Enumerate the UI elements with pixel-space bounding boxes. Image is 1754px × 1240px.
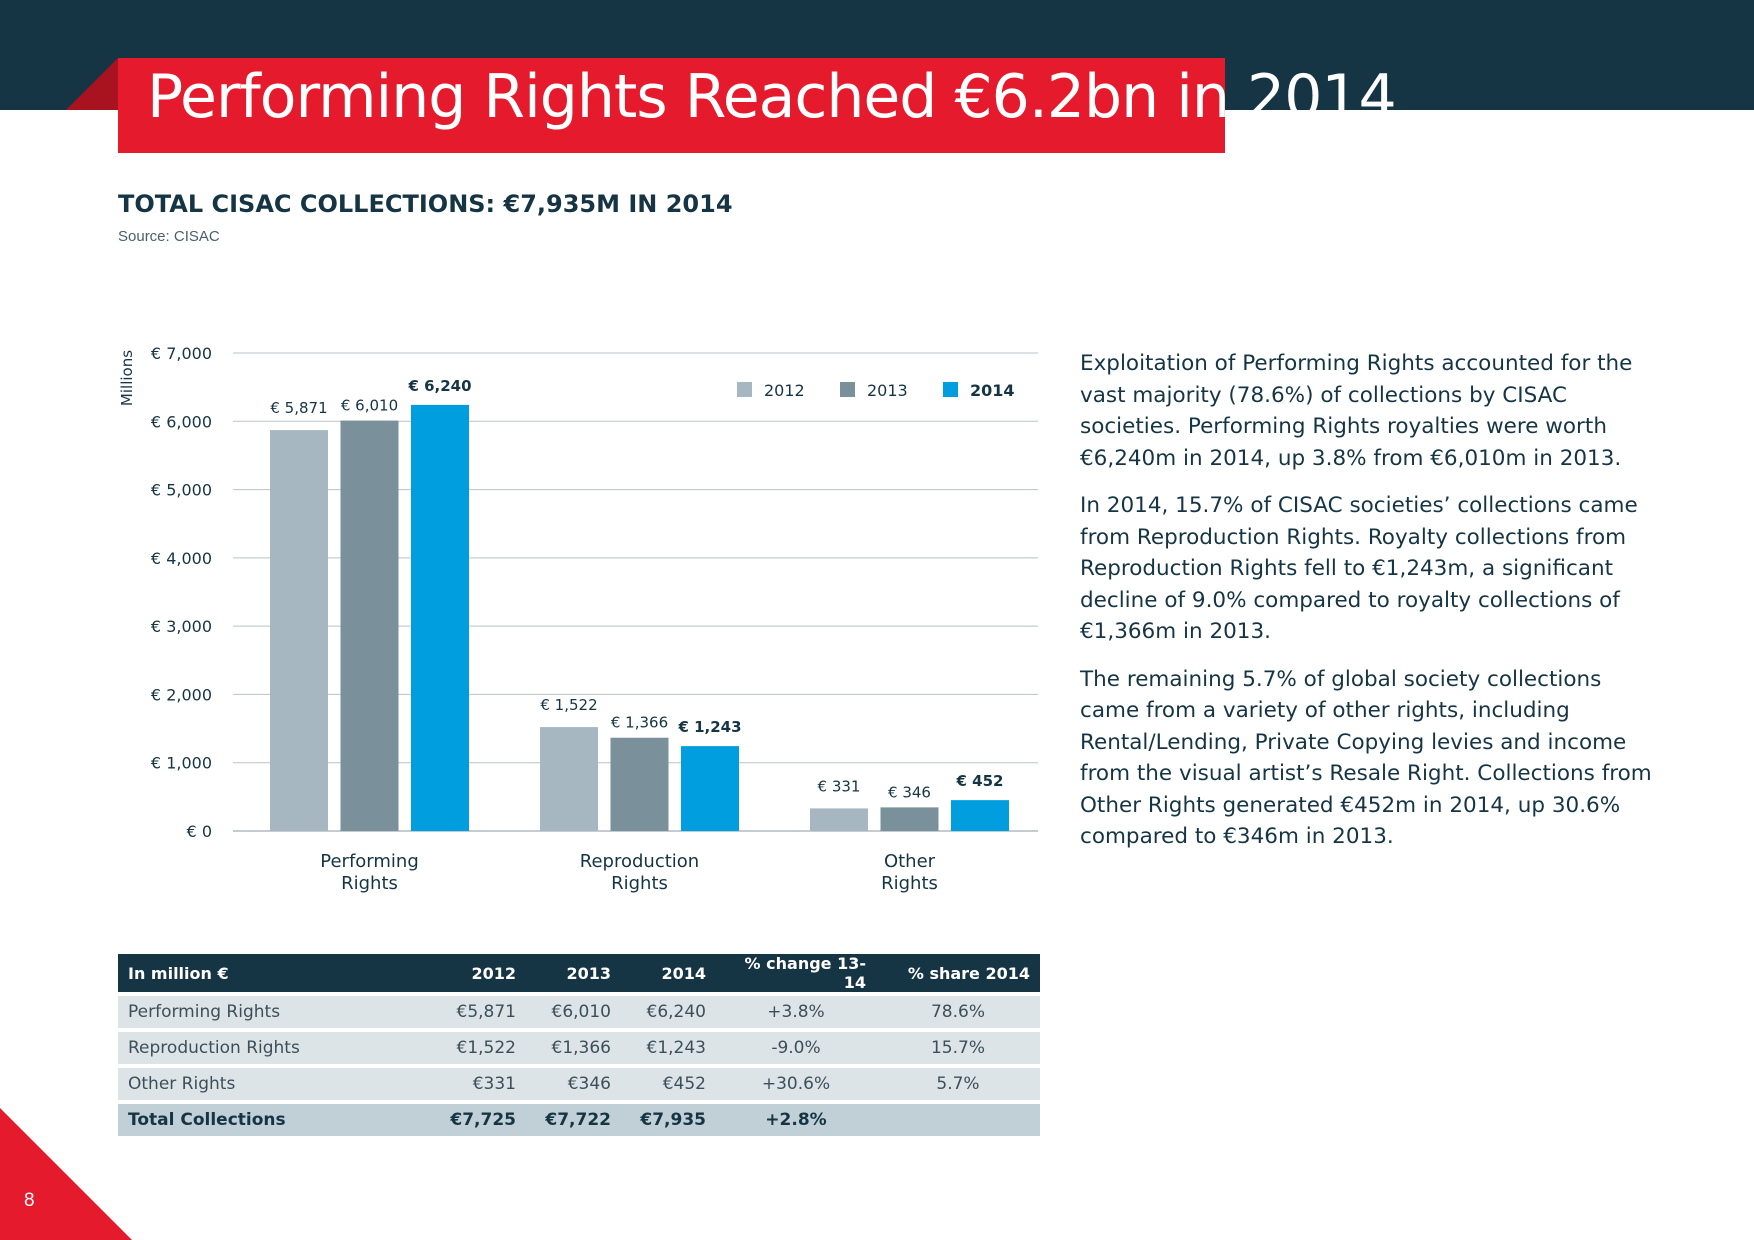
data-label: € 1,243 [677,718,741,736]
table-header: 2012 [438,954,526,992]
table-cell: +3.8% [716,996,876,1028]
data-label: € 5,871 [270,399,327,417]
category-label: Rights [611,873,668,894]
category-label: Reproduction [580,851,699,872]
table-cell: €1,366 [526,1032,621,1064]
table-cell: 5.7% [876,1068,1040,1100]
legend-label: 2012 [764,381,805,400]
category-label: Rights [341,873,398,894]
body-paragraph-1: Exploitation of Performing Rights accoun… [1080,351,1633,471]
table-cell: €1,243 [621,1032,716,1064]
legend-swatch-2014 [943,382,958,397]
bar-2013 [610,737,669,831]
table-row: Reproduction Rights €1,522 €1,366 €1,243… [118,1032,1040,1064]
category-label: Rights [881,873,938,894]
body-text: Exploitation of Performing Rights accoun… [1080,348,1660,869]
table-header: % share 2014 [876,954,1040,992]
bar-2013 [880,807,939,831]
table-cell: €346 [526,1068,621,1100]
data-label: € 6,010 [341,397,398,415]
title-banner [118,58,1225,153]
table-cell: €5,871 [438,996,526,1028]
page-title: Performing Rights Reached €6.2bn in 2014 [147,62,1397,132]
table-cell [876,1104,1040,1136]
y-tick-label: € 3,000 [151,617,212,636]
legend-label: 2014 [970,381,1015,400]
title-fold-decoration [66,58,118,110]
table-cell: Other Rights [118,1068,438,1100]
bar-2012 [810,808,868,831]
table-header: % change 13-14 [716,954,876,992]
data-label: € 1,366 [611,714,668,732]
y-tick-label: € 0 [187,822,212,841]
body-paragraph-2: In 2014, 15.7% of CISAC societies’ colle… [1080,493,1638,644]
table-cell: €452 [621,1068,716,1100]
bar-2012 [540,727,598,831]
table-cell: -9.0% [716,1032,876,1064]
table-cell: €331 [438,1068,526,1100]
data-label: € 6,240 [407,377,471,395]
table-header: In million € [118,954,438,992]
category-label: Performing [320,851,419,872]
table-cell: €1,522 [438,1032,526,1064]
table-header: 2013 [526,954,621,992]
table-cell: €7,725 [438,1104,526,1136]
collections-bar-chart: € 0 € 1,000 € 2,000 € 3,000 € 4,000 € 5,000 € … [118,344,1038,894]
data-label: € 331 [818,777,861,795]
chart-source: Source: CISAC [118,228,220,245]
corner-decoration [0,1108,132,1240]
table-cell: +30.6% [716,1068,876,1100]
body-paragraph-3: The remaining 5.7% of global society col… [1080,666,1652,850]
y-tick-label: € 4,000 [151,549,212,568]
bar-2014 [411,404,469,831]
collections-table: In million € 2012 2013 2014 % change 13-… [118,950,1040,1140]
table-cell: Total Collections [118,1104,438,1136]
table-cell: +2.8% [716,1104,876,1136]
table-cell: €7,935 [621,1104,716,1136]
legend-label: 2013 [867,381,908,400]
category-label: Other [884,851,936,872]
legend-swatch-2013 [840,382,855,397]
y-tick-label: € 7,000 [151,344,212,363]
table-cell: 15.7% [876,1032,1040,1064]
y-tick-label: € 6,000 [151,412,212,431]
table-row: Other Rights €331 €346 €452 +30.6% 5.7% [118,1068,1040,1100]
table-cell: 78.6% [876,996,1040,1028]
table-cell: Reproduction Rights [118,1032,438,1064]
bar-2012 [270,430,328,831]
legend-swatch-2012 [737,382,752,397]
y-tick-label: € 1,000 [151,754,212,773]
bar-2014 [951,800,1009,831]
y-tick-label: € 2,000 [151,685,212,704]
bar-2014 [681,746,739,831]
table-cell: €6,010 [526,996,621,1028]
data-label: € 452 [956,772,1004,790]
page-number: 8 [24,1190,35,1211]
table-header: 2014 [621,954,716,992]
table-total-row: Total Collections €7,725 €7,722 €7,935 +… [118,1104,1040,1136]
data-label: € 346 [888,783,931,801]
data-label: € 1,522 [540,696,597,714]
y-axis-label: Millions [118,350,136,406]
table-header-row: In million € 2012 2013 2014 % change 13-… [118,954,1040,992]
table-row: Performing Rights €5,871 €6,010 €6,240 +… [118,996,1040,1028]
chart-heading: TOTAL CISAC COLLECTIONS: €7,935M IN 2014 [118,190,733,218]
table-cell: Performing Rights [118,996,438,1028]
table-cell: €6,240 [621,996,716,1028]
y-tick-label: € 5,000 [151,481,212,500]
bar-2013 [340,420,399,831]
table-cell: €7,722 [526,1104,621,1136]
